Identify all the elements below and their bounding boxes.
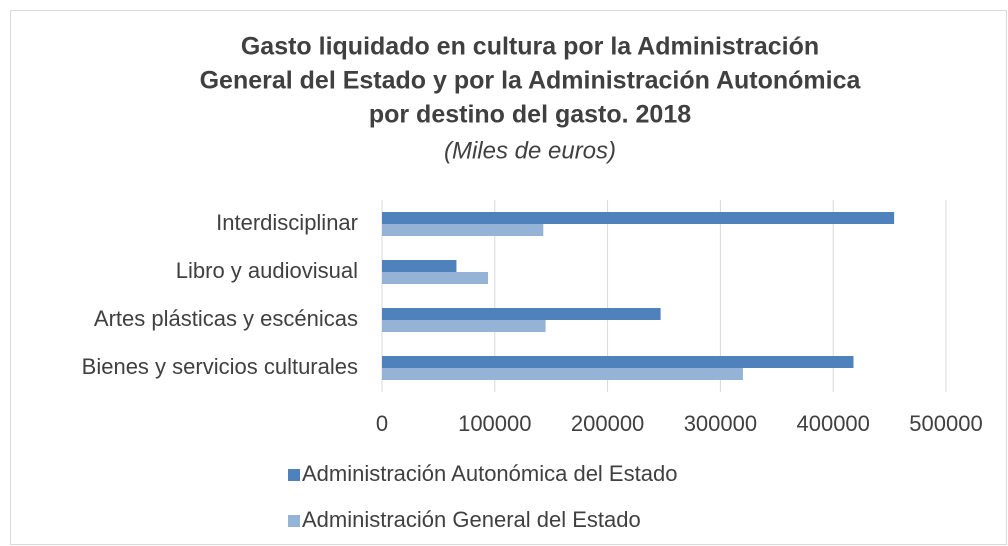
legend-swatch — [288, 469, 300, 481]
bar — [382, 272, 489, 284]
y-tick-label: Bienes y servicios culturales — [82, 354, 358, 379]
x-tick-label: 100000 — [458, 411, 531, 436]
y-tick-label: Artes plásticas y escénicas — [94, 306, 358, 331]
legend-swatch — [288, 515, 300, 527]
bar — [382, 224, 544, 236]
y-tick-label: Libro y audiovisual — [176, 258, 358, 283]
legend-label: Administración Autonómica del Estado — [302, 461, 677, 486]
bar — [382, 212, 895, 224]
bar — [382, 260, 457, 272]
legend-label: Administración General del Estado — [302, 507, 641, 532]
x-tick-label: 200000 — [571, 411, 644, 436]
x-tick-label: 0 — [376, 411, 388, 436]
chart-subtitle: (Miles de euros) — [444, 137, 616, 164]
x-tick-label: 500000 — [909, 411, 982, 436]
y-tick-label: Interdisciplinar — [216, 210, 358, 235]
bar — [382, 368, 743, 380]
x-tick-label: 300000 — [684, 411, 757, 436]
bar — [382, 308, 661, 320]
chart-title: General del Estado y por la Administraci… — [200, 67, 862, 95]
bar — [382, 320, 546, 332]
chart-title: por destino del gasto. 2018 — [369, 101, 691, 129]
chart-frame — [10, 10, 1007, 545]
chart-title: Gasto liquidado en cultura por la Admini… — [241, 33, 819, 61]
x-tick-label: 400000 — [796, 411, 869, 436]
bar — [382, 356, 854, 368]
